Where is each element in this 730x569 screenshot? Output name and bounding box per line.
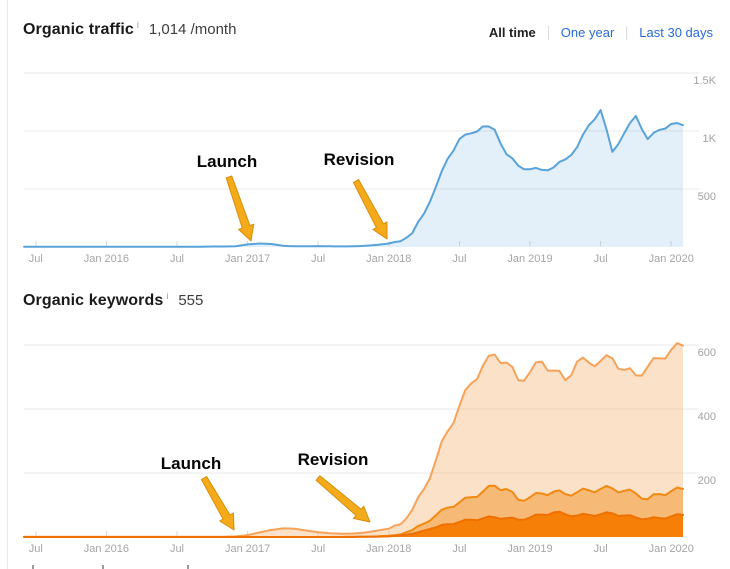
y-tick-label: 400 (697, 411, 716, 423)
tab-last-30-days[interactable]: Last 30 days (639, 25, 713, 40)
tab-separator (547, 25, 549, 40)
x-tick-label: Jul (593, 253, 608, 265)
annotation-arrow (315, 475, 371, 523)
y-tick-label: 1.5K (693, 75, 716, 87)
tab-one-year[interactable]: One year (560, 25, 615, 40)
organic-traffic-header: Organic traffic i 1,014 /month (23, 20, 237, 39)
info-icon[interactable]: i (136, 20, 139, 30)
organic-keywords-header: Organic keywords i 555 (23, 291, 204, 310)
y-tick-label: 200 (697, 475, 716, 487)
card-left-border (7, 0, 8, 569)
x-tick-label: Jan 2018 (366, 543, 412, 555)
x-tick-label: Jul (311, 543, 326, 555)
x-tick-label: Jul (169, 543, 184, 555)
annotation-launch-traffic: Launch (196, 152, 258, 171)
annotation-revision-traffic: Revision (323, 150, 395, 169)
time-range-tabs: All time One year Last 30 days (489, 25, 713, 40)
x-tick-label: Jul (311, 253, 326, 265)
y-tick-label: 1K (702, 133, 716, 145)
x-tick-label: Jan 2018 (366, 253, 412, 265)
x-tick-label: Jul (28, 543, 43, 555)
x-tick-label: Jan 2020 (648, 543, 694, 555)
x-tick-label: Jan 2019 (507, 253, 553, 265)
x-tick-label: Jan 2016 (83, 253, 130, 265)
y-tick-label: 500 (697, 191, 716, 203)
info-icon[interactable]: i (166, 291, 169, 301)
x-tick-label: Jul (28, 253, 43, 265)
x-tick-label: Jan 2016 (83, 543, 130, 555)
x-tick-label: Jan 2017 (224, 543, 271, 555)
x-tick-label: Jan 2019 (507, 543, 553, 555)
tab-all-time[interactable]: All time (488, 25, 536, 40)
organic-keywords-title: Organic keywords (23, 292, 164, 309)
annotation-arrow (352, 179, 388, 240)
x-tick-label: Jan 2020 (648, 253, 694, 265)
organic-traffic-value: 1,014 /month (148, 21, 237, 38)
cropped-content-mark (187, 565, 189, 569)
x-tick-label: Jul (169, 253, 184, 265)
annotation-arrow (200, 476, 235, 531)
x-tick-label: Jul (452, 253, 467, 265)
tab-separator (626, 25, 628, 40)
annotation-launch-keywords: Launch (160, 454, 222, 473)
cropped-content-mark (32, 565, 34, 569)
annotation-arrow (225, 175, 255, 242)
organic-traffic-title: Organic traffic (23, 21, 134, 38)
cropped-content-mark (102, 565, 104, 569)
x-tick-label: Jul (452, 543, 467, 555)
x-tick-label: Jan 2017 (224, 253, 271, 265)
organic-keywords-value: 555 (178, 292, 204, 309)
annotation-revision-keywords: Revision (297, 450, 369, 469)
organic-keywords-plot-area[interactable] (24, 332, 683, 538)
x-tick-label: Jul (593, 543, 608, 555)
y-tick-label: 600 (697, 347, 716, 359)
